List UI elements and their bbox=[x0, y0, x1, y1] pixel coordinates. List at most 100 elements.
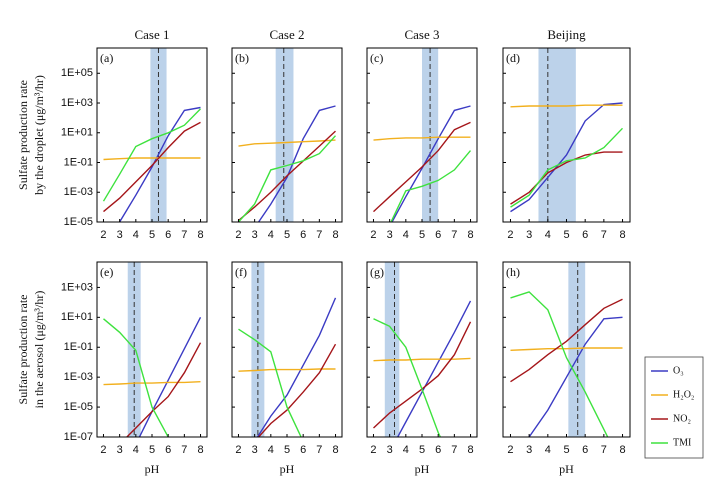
x-tick-label: 5 bbox=[149, 444, 155, 456]
x-axis-label: pH bbox=[280, 462, 295, 476]
ph-range bbox=[538, 48, 576, 222]
y-tick-label: 1E+03 bbox=[61, 97, 93, 109]
panel-label: (c) bbox=[370, 51, 383, 65]
x-tick-label: 6 bbox=[165, 229, 171, 241]
x-tick-label: 8 bbox=[332, 229, 338, 241]
x-tick-label: 4 bbox=[403, 229, 409, 241]
series-line bbox=[102, 108, 201, 202]
x-tick-label: 8 bbox=[197, 229, 203, 241]
x-tick-label: 8 bbox=[197, 444, 203, 456]
x-tick-label: 6 bbox=[582, 444, 588, 456]
x-tick-label: 2 bbox=[235, 229, 241, 241]
x-tick-label: 4 bbox=[133, 229, 139, 241]
series-line bbox=[390, 150, 472, 222]
x-tick-label: 2 bbox=[100, 444, 106, 456]
series-line bbox=[257, 343, 337, 437]
y-tick-label: 1E+01 bbox=[61, 127, 93, 139]
ph-range bbox=[568, 262, 586, 437]
x-tick-label: 3 bbox=[387, 229, 393, 241]
series-line bbox=[238, 368, 336, 372]
column-title: Case 2 bbox=[269, 27, 304, 42]
x-tick-label: 7 bbox=[316, 229, 322, 241]
column-title: Case 3 bbox=[404, 27, 439, 42]
x-tick-label: 5 bbox=[563, 229, 569, 241]
y-tick-label: 1E-01 bbox=[64, 341, 93, 353]
series-line bbox=[125, 342, 202, 437]
series-line bbox=[373, 121, 471, 213]
y-tick-label: 1E+01 bbox=[61, 311, 93, 323]
x-tick-label: 3 bbox=[387, 444, 393, 456]
x-tick-label: 8 bbox=[467, 229, 473, 241]
series-line bbox=[510, 291, 609, 437]
x-tick-label: 6 bbox=[300, 444, 306, 456]
x-tick-label: 2 bbox=[100, 229, 106, 241]
y-tick-label: 1E-03 bbox=[64, 371, 93, 383]
x-tick-label: 4 bbox=[545, 229, 551, 241]
panel-label: (g) bbox=[370, 265, 384, 279]
x-tick-label: 6 bbox=[300, 229, 306, 241]
panel-label: (e) bbox=[100, 265, 113, 279]
x-tick-label: 7 bbox=[451, 444, 457, 456]
series-line bbox=[510, 347, 623, 351]
x-tick-label: 6 bbox=[435, 444, 441, 456]
x-tick-label: 5 bbox=[563, 444, 569, 456]
series-line bbox=[510, 127, 624, 208]
x-tick-label: 5 bbox=[149, 229, 155, 241]
series-line bbox=[103, 157, 201, 161]
x-tick-label: 7 bbox=[181, 229, 187, 241]
column-title: Case 1 bbox=[134, 27, 169, 42]
x-tick-label: 2 bbox=[370, 229, 376, 241]
series-line bbox=[118, 106, 201, 222]
x-tick-label: 8 bbox=[332, 444, 338, 456]
series-line bbox=[103, 381, 201, 386]
legend-label: NO₂ bbox=[673, 413, 691, 424]
y-axis-label: Sulfate production rate bbox=[16, 295, 30, 405]
x-tick-label: 5 bbox=[284, 444, 290, 456]
x-tick-label: 3 bbox=[252, 444, 258, 456]
x-tick-label: 7 bbox=[451, 229, 457, 241]
series-line bbox=[257, 105, 336, 222]
x-tick-label: 3 bbox=[117, 444, 123, 456]
x-tick-label: 2 bbox=[507, 444, 513, 456]
series-line bbox=[396, 300, 472, 437]
x-tick-label: 5 bbox=[419, 229, 425, 241]
x-tick-label: 2 bbox=[235, 444, 241, 456]
x-tick-label: 4 bbox=[403, 444, 409, 456]
panel-frame bbox=[366, 261, 478, 438]
series-line bbox=[510, 151, 623, 205]
x-tick-label: 2 bbox=[507, 229, 513, 241]
y-axis-label: Sulfate production rate bbox=[16, 80, 30, 190]
x-tick-label: 4 bbox=[268, 229, 274, 241]
panel-label: (d) bbox=[506, 51, 520, 65]
column-title: Beijing bbox=[547, 27, 586, 42]
x-tick-label: 7 bbox=[181, 444, 187, 456]
panel-label: (b) bbox=[235, 51, 249, 65]
panel-label: (a) bbox=[100, 51, 113, 65]
x-tick-label: 2 bbox=[370, 444, 376, 456]
ph-range bbox=[150, 48, 167, 222]
series-line bbox=[510, 104, 623, 108]
series-line bbox=[238, 139, 336, 147]
x-tick-label: 6 bbox=[165, 444, 171, 456]
series-line bbox=[103, 121, 201, 213]
x-axis-label: pH bbox=[415, 462, 430, 476]
x-tick-label: 8 bbox=[619, 229, 625, 241]
x-tick-label: 4 bbox=[545, 444, 551, 456]
legend-box bbox=[644, 356, 704, 459]
series-line bbox=[373, 357, 471, 362]
x-tick-label: 3 bbox=[526, 229, 532, 241]
legend-label: TMI bbox=[673, 437, 691, 448]
x-tick-label: 7 bbox=[601, 444, 607, 456]
x-tick-label: 3 bbox=[252, 229, 258, 241]
y-tick-label: 1E-01 bbox=[64, 156, 93, 168]
x-tick-label: 5 bbox=[284, 229, 290, 241]
x-tick-label: 3 bbox=[117, 229, 123, 241]
series-line bbox=[527, 316, 623, 437]
legend-label: H₂O₂ bbox=[673, 389, 694, 400]
y-axis-label: in the aerosol (μg/m³/hr) bbox=[32, 291, 46, 409]
x-tick-label: 4 bbox=[268, 444, 274, 456]
panel-label: (h) bbox=[506, 265, 520, 279]
x-tick-label: 7 bbox=[601, 229, 607, 241]
ph-range bbox=[275, 48, 294, 222]
